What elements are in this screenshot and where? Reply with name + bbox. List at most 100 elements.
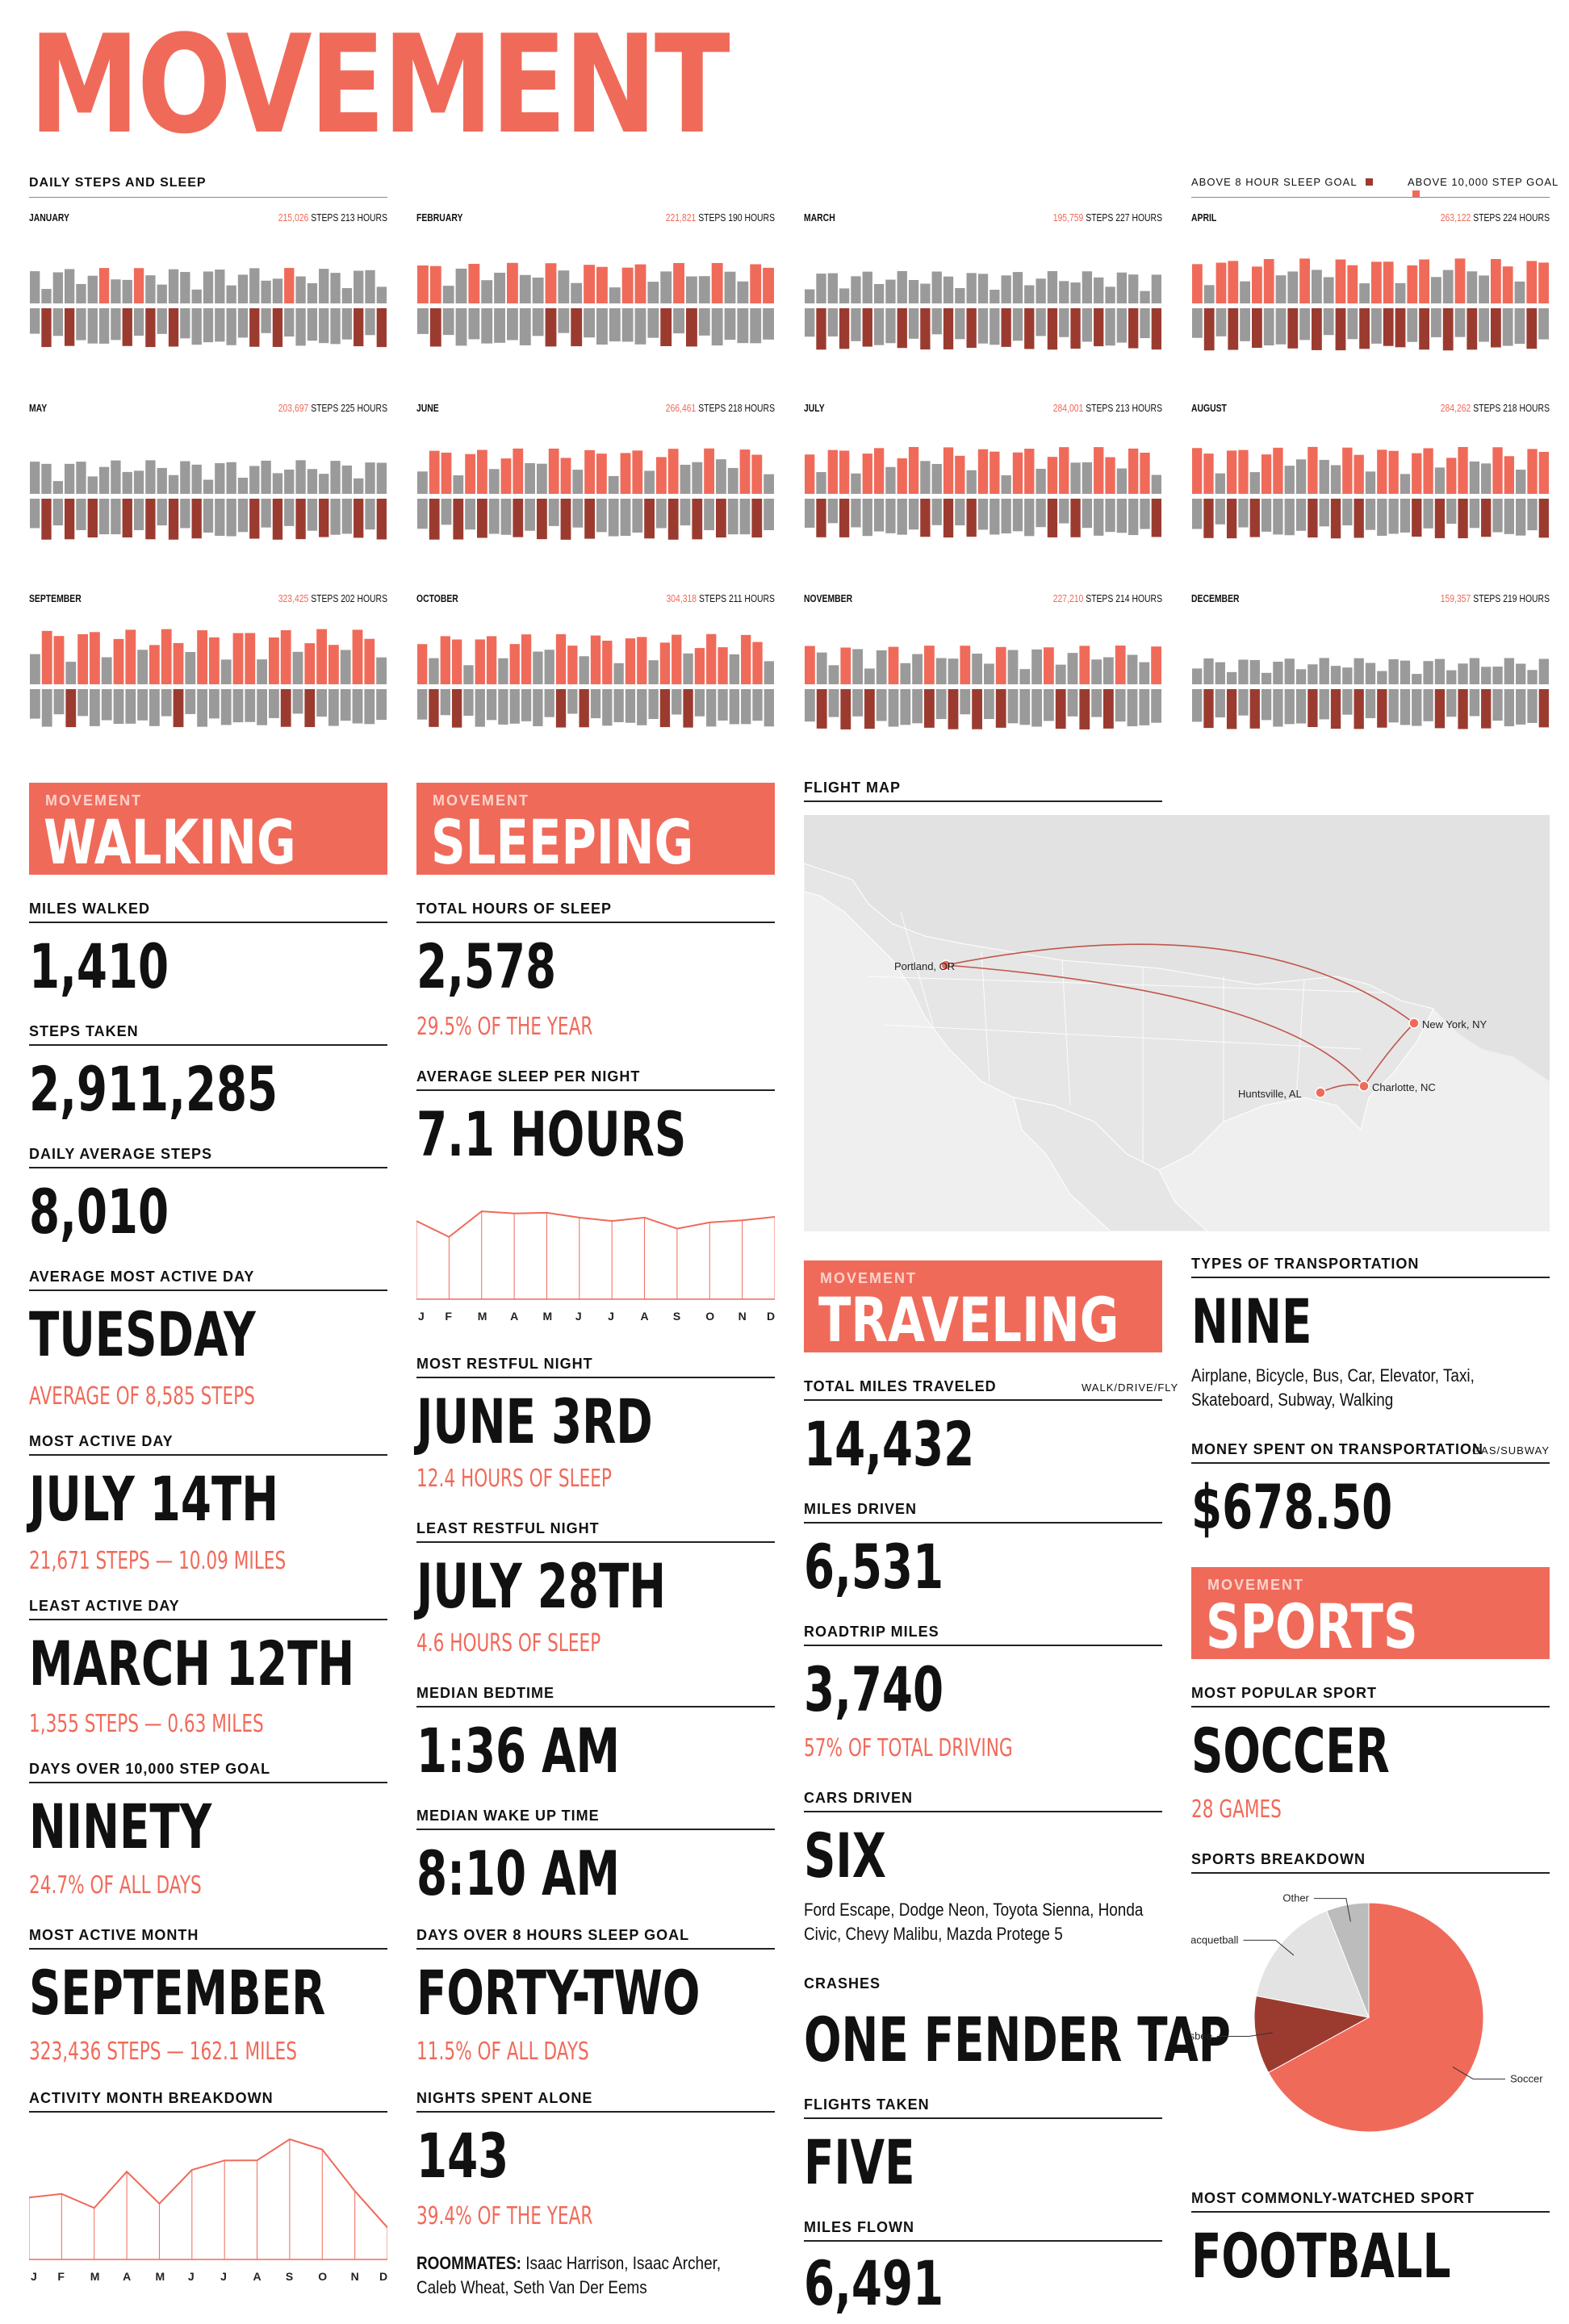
day-steps-bar [1284,658,1295,684]
transport-money-label: MONEY SPENT ON TRANSPORTATION [1191,1441,1484,1457]
day-steps-bar [839,450,850,494]
day-sleep-bar [1538,689,1549,728]
day-steps-bar [180,272,190,303]
sleeping-kicker: MOVEMENT [433,792,530,809]
day-steps-bar [1059,447,1069,494]
transport-types-label: TYPES OF TRANSPORTATION [1191,1256,1420,1272]
day-steps-bar [307,282,318,303]
day-steps-bar [943,276,954,303]
day-sleep-bar [1215,499,1225,525]
day-sleep-bar [1249,689,1260,729]
day-sleep-bar [272,499,283,540]
day-steps-bar [827,449,838,494]
day-steps-bar [1192,448,1203,494]
day-sleep-bar [261,499,271,528]
day-steps-bar [157,284,167,303]
day-sleep-bar [827,308,838,336]
day-steps-bar [133,470,144,494]
day-steps-bar [621,267,634,303]
day-sleep-bar [1330,499,1341,539]
total-sleep-value: 2,578 [416,930,557,1002]
day-steps-bar [579,656,589,684]
day-sleep-bar [284,499,295,526]
sports-title: SPORTS [1206,1590,1418,1662]
month-steps: 215,026 [278,211,309,224]
day-sleep-bar [477,499,487,538]
city-marker-charlotte [1358,1080,1370,1092]
day-steps-bar [990,290,1000,303]
day-steps-bar [1419,259,1429,303]
day-sleep-bar [237,308,249,338]
month-steps: 266,461 [665,402,697,414]
nights-alone-sub: 39.4% OF THE YEAR [416,2202,593,2230]
route-portland-charlotte [945,964,1365,1087]
day-sleep-bar [1295,499,1307,531]
day-sleep-bar [365,308,375,336]
day-steps-bar [1140,452,1150,494]
day-steps-bar [319,474,329,494]
sleep-goal-label: DAYS OVER 8 HOURS SLEEP GOAL [416,1927,690,1943]
month-steps: 195,759 [1052,211,1084,224]
day-sleep-bar [1516,689,1526,725]
day-steps-bar [840,647,851,684]
day-steps-bar [521,634,532,684]
day-sleep-bar [1140,499,1150,529]
day-sleep-bar [365,499,375,530]
day-steps-bar [354,270,364,303]
day-steps-bar [943,447,954,494]
day-steps-bar [972,654,982,684]
day-sleep-bar [441,499,452,525]
day-steps-bar [1377,449,1387,494]
roadtrip-sub: 57% OF TOTAL DRIVING [804,1734,1013,1762]
day-sleep-bar [839,499,850,537]
day-steps-bar [1103,657,1114,684]
day-steps-bar [1203,658,1214,684]
divider [29,2111,387,2113]
day-steps-bar [751,454,763,494]
day-sleep-bar [943,499,954,538]
day-sleep-bar [1203,689,1214,729]
day-sleep-bar [537,499,547,540]
day-sleep-bar [429,689,439,727]
least-active-day-label: LEAST ACTIVE DAY [29,1598,180,1614]
day-steps-bar [1105,457,1115,494]
day-steps-bar [1275,275,1287,303]
divider [1191,1872,1550,1874]
day-sleep-bar [1538,308,1549,340]
day-sleep-bar [1151,308,1161,350]
divider [804,1522,1162,1524]
day-steps-bar [764,474,774,494]
day-sleep-bar [1388,499,1399,534]
day-steps-bar [1388,658,1399,684]
day-steps-bar [364,638,375,684]
month-stats: 323,425 STEPS 202 HOURS [239,592,387,604]
day-sleep-bar [1067,689,1078,717]
day-sleep-bar [307,308,318,341]
month-tick-label: O [705,1310,714,1323]
day-sleep-bar [1047,499,1058,537]
day-steps-bar [1347,265,1358,303]
day-sleep-bar [292,689,303,714]
day-sleep-bar [145,499,156,540]
day-steps-bar [354,478,364,494]
day-sleep-bar [1308,499,1318,538]
day-steps-bar [261,280,271,303]
day-steps-bar [30,462,40,494]
day-sleep-bar [1275,308,1287,345]
month-stats: 195,759 STEPS 227 HOURS [1014,211,1162,224]
day-steps-bar [1365,663,1376,684]
day-sleep-bar [376,689,387,721]
day-sleep-bar [924,689,935,728]
day-steps-bar [1400,660,1411,684]
day-sleep-bar [816,308,826,350]
day-sleep-bar [521,689,532,721]
day-sleep-bar [340,689,351,721]
day-steps-bar [1492,447,1503,494]
day-sleep-bar [1492,499,1503,533]
divider [29,1782,387,1783]
day-steps-bar [1514,281,1525,303]
day-steps-bar [805,454,815,494]
day-sleep-bar [328,689,339,726]
day-sleep-bar [41,499,52,540]
month-tick-label: S [673,1310,680,1323]
